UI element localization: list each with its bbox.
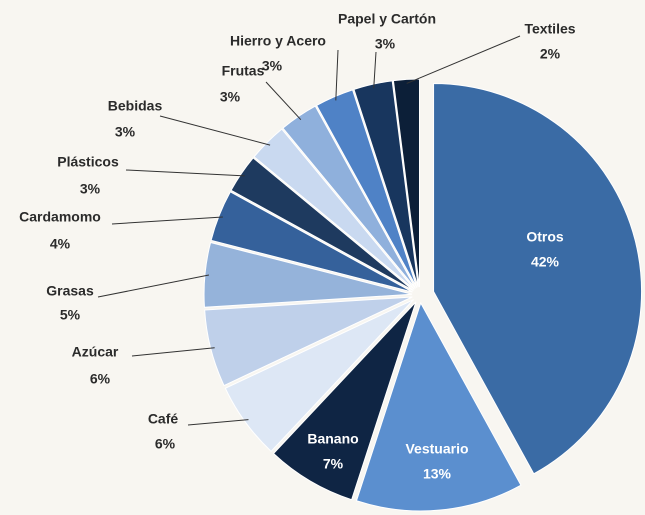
leader-line	[187, 419, 249, 426]
pie-slice	[224, 299, 414, 453]
slice-value: 3%	[220, 89, 241, 105]
slice-value: 4%	[50, 236, 71, 252]
pie-slice	[315, 89, 418, 288]
leader-line	[97, 274, 210, 298]
leader-line	[335, 49, 339, 101]
slice-label: Vestuario	[405, 441, 468, 457]
pie-slice	[230, 157, 414, 291]
pie-slice	[272, 301, 417, 501]
slice-value: 5%	[60, 307, 81, 323]
slice-label: Textiles	[524, 21, 575, 37]
leader-line	[373, 51, 377, 89]
leader-line	[111, 216, 223, 225]
slice-label: Otros	[526, 229, 564, 245]
slice-value: 3%	[262, 58, 283, 74]
leader-line	[125, 169, 245, 177]
pie-slice	[355, 301, 522, 512]
slice-value: 13%	[423, 466, 452, 482]
slice-label: Plásticos	[57, 154, 119, 170]
pie-slice	[353, 80, 419, 288]
pie-slice	[433, 83, 643, 475]
slice-value: 3%	[80, 181, 101, 197]
pie-slice	[203, 241, 413, 308]
leader-line	[159, 115, 271, 146]
pie-slice	[253, 128, 415, 290]
slice-label: Hierro y Acero	[230, 33, 326, 49]
pie-slice	[392, 78, 420, 288]
slice-label: Bebidas	[108, 98, 163, 114]
pie-slice	[210, 191, 413, 293]
slice-label: Grasas	[46, 283, 94, 299]
pie-slice	[204, 296, 413, 387]
slice-label: Banano	[307, 431, 358, 447]
slice-value: 42%	[531, 254, 560, 270]
slice-label: Papel y Cartón	[338, 11, 436, 27]
slice-value: 7%	[323, 456, 344, 472]
slice-value: 2%	[540, 46, 561, 62]
leader-line	[265, 81, 302, 120]
leader-line	[131, 347, 215, 357]
slice-label: Azúcar	[72, 344, 119, 360]
slice-label: Café	[148, 411, 179, 427]
pie-slice	[282, 105, 416, 289]
slice-value: 3%	[375, 36, 396, 52]
slice-label: Frutas	[222, 63, 265, 79]
slice-value: 3%	[115, 124, 136, 140]
slice-value: 6%	[90, 371, 111, 387]
slice-label: Cardamomo	[19, 209, 101, 225]
slice-value: 6%	[155, 436, 176, 452]
leader-line	[406, 35, 521, 84]
